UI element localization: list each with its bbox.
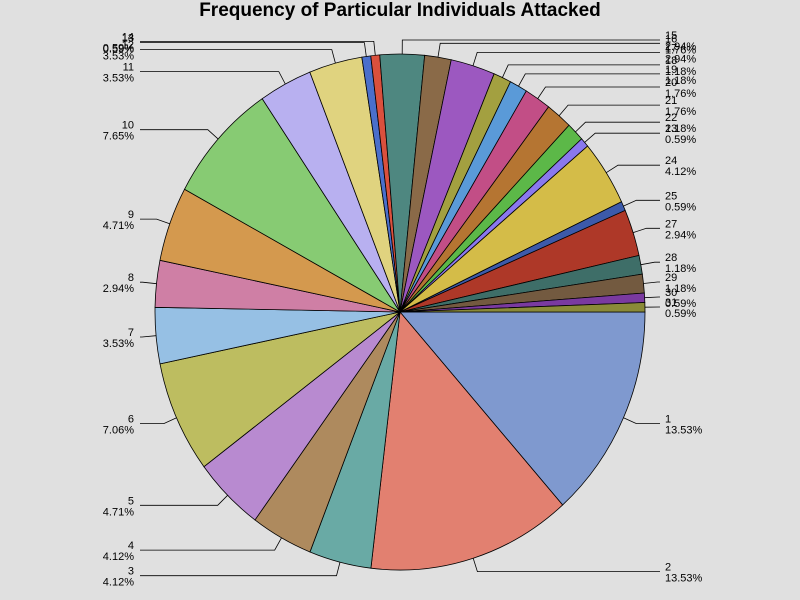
slice-label-25: 25 [665, 190, 677, 202]
leader-line-2 [472, 558, 660, 572]
leader-line-3 [140, 562, 341, 577]
slice-label-18: 18 [665, 55, 677, 67]
slice-percent-19: 1.18% [665, 75, 696, 87]
leader-line-9 [140, 218, 170, 225]
slice-label-14: 14 [122, 31, 134, 43]
leader-line-18 [502, 64, 660, 78]
slice-percent-1: 13.53% [665, 425, 703, 437]
leader-line-22 [575, 121, 660, 133]
slice-label-29: 29 [665, 272, 677, 284]
slice-label-20: 20 [665, 77, 677, 89]
slice-percent-11: 3.53% [103, 73, 134, 85]
leader-line-8 [140, 281, 157, 285]
slice-label-4: 4 [128, 540, 134, 552]
slice-percent-17: 2.94% [665, 53, 696, 65]
slice-label-6: 6 [128, 414, 134, 426]
slice-label-12: 12 [122, 40, 134, 52]
slice-label-11: 11 [123, 62, 134, 74]
leader-line-14 [140, 41, 376, 56]
slice-label-30: 30 [665, 287, 677, 299]
pie-slice-31 [399, 302, 646, 313]
leader-line-15 [401, 39, 660, 55]
slice-percent-13: 0.59% [103, 44, 134, 56]
leader-line-1 [623, 417, 660, 424]
slice-label-13: 13 [122, 33, 134, 45]
slice-label-16: 16 [665, 33, 677, 45]
leader-line-12 [140, 49, 336, 64]
leader-line-23 [584, 132, 660, 143]
slice-label-27: 27 [665, 218, 677, 230]
slice-percent-20: 1.76% [665, 88, 696, 100]
leader-lines [140, 39, 660, 577]
leader-line-19 [518, 73, 660, 87]
slice-label-22: 22 [665, 112, 677, 124]
slice-label-28: 28 [665, 252, 677, 264]
slice-percent-5: 4.71% [103, 506, 134, 518]
slice-label-24: 24 [665, 155, 677, 167]
leader-line-11 [140, 71, 286, 85]
slice-percent-21: 1.76% [665, 106, 696, 118]
slice-percent-4: 4.12% [103, 551, 134, 563]
slice-label-23: 23 [665, 123, 677, 135]
slice-percent-24: 4.12% [665, 166, 696, 178]
slice-label-3: 3 [128, 566, 134, 578]
slice-label-2: 2 [665, 562, 671, 574]
slice-percent-28: 1.18% [665, 263, 696, 275]
slice-label-10: 10 [122, 120, 134, 132]
slice-percent-15: 2.94% [665, 41, 696, 53]
slice-label-31: 31 [665, 297, 677, 309]
slice-labels: 113.53%213.53%34.12%44.12%54.71%67.06%73… [103, 30, 703, 589]
pie-slice-6 [159, 311, 401, 468]
slice-percent-2: 13.53% [665, 573, 703, 585]
slice-label-7: 7 [128, 327, 134, 339]
pie-slice-1 [399, 311, 646, 506]
leader-line-24 [605, 164, 660, 174]
leader-line-30 [644, 296, 660, 299]
leader-line-4 [140, 537, 282, 551]
slice-label-8: 8 [128, 272, 134, 284]
slice-percent-12: 3.53% [103, 51, 134, 63]
leader-line-5 [140, 495, 228, 506]
slice-label-21: 21 [665, 95, 677, 107]
slice-percent-7: 3.53% [103, 338, 134, 350]
leader-line-7 [140, 335, 157, 338]
slice-label-17: 17 [665, 42, 677, 54]
pie-slice-2 [370, 311, 564, 571]
slice-percent-22: 1.18% [665, 123, 696, 135]
slice-percent-9: 4.71% [103, 220, 134, 232]
slice-percent-25: 0.59% [665, 201, 696, 213]
leader-line-27 [632, 227, 660, 233]
slice-percent-18: 1.18% [665, 66, 696, 78]
slice-percent-16: 1.76% [665, 44, 696, 56]
slice-percent-8: 2.94% [103, 283, 134, 295]
slice-percent-30: 0.59% [665, 298, 696, 310]
leader-line-6 [140, 417, 177, 425]
slice-label-19: 19 [665, 64, 677, 76]
slice-percent-23: 0.59% [665, 134, 696, 146]
leader-line-25 [623, 199, 660, 207]
slice-percent-6: 7.06% [103, 425, 134, 437]
slice-percent-29: 1.18% [665, 283, 696, 295]
leader-line-28 [640, 261, 660, 266]
leader-line-21 [558, 104, 660, 117]
slice-percent-27: 2.94% [665, 229, 696, 241]
leader-line-16 [437, 42, 660, 58]
slice-label-1: 1 [665, 414, 671, 426]
leader-line-10 [140, 129, 219, 140]
slice-percent-3: 4.12% [103, 577, 134, 589]
slice-percent-31: 0.59% [665, 308, 696, 320]
pie-slices [154, 53, 646, 571]
slice-percent-10: 7.65% [103, 131, 134, 143]
slice-label-15: 15 [665, 30, 677, 42]
leader-line-13 [140, 42, 367, 57]
leader-line-29 [643, 281, 660, 284]
slice-label-5: 5 [128, 495, 134, 507]
slice-label-9: 9 [128, 209, 134, 221]
slice-percent-14: 0.59% [103, 42, 134, 54]
leader-line-17 [472, 52, 660, 66]
chart-title: Frequency of Particular Individuals Atta… [199, 0, 601, 21]
leader-line-20 [537, 86, 660, 99]
